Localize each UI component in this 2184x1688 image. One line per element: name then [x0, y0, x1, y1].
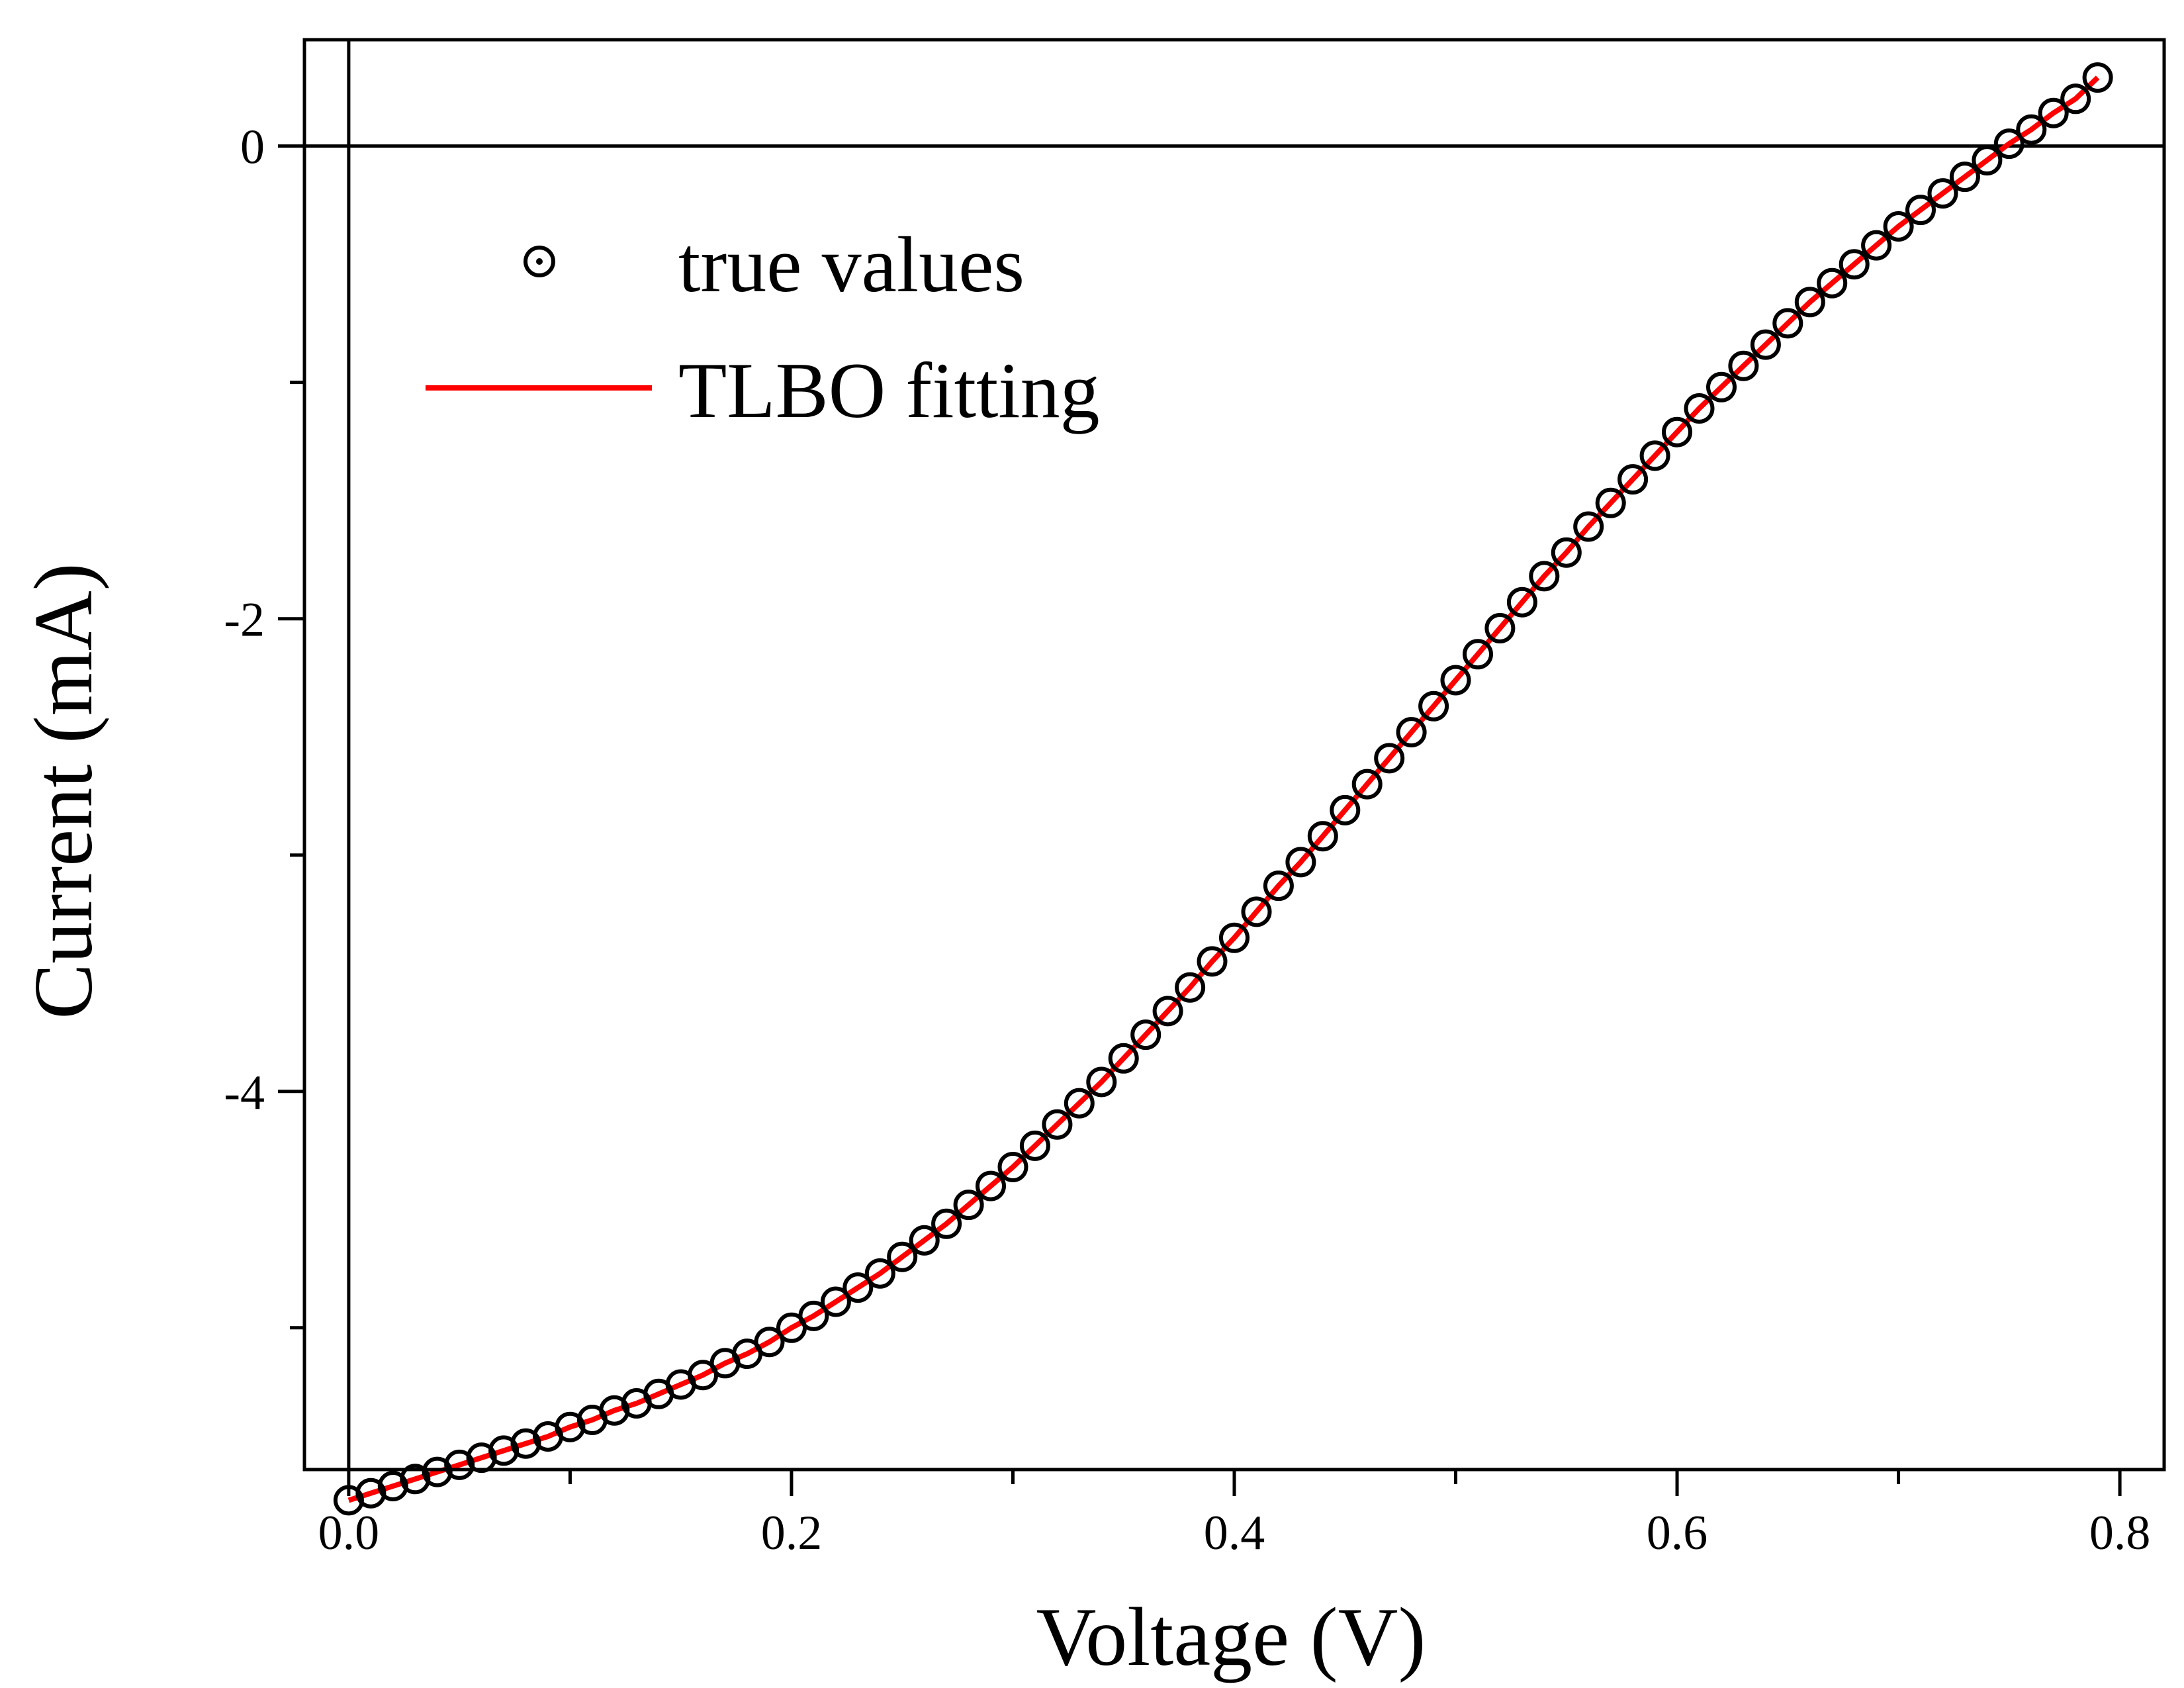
true-value-point	[1529, 561, 1560, 592]
true-value-point	[1949, 162, 1980, 193]
x-tick-label: 0.4	[1204, 1506, 1265, 1560]
true-value-point	[887, 1241, 918, 1272]
true-value-point	[1241, 896, 1272, 927]
x-tick-label: 0.8	[2089, 1506, 2151, 1560]
true-value-point	[1883, 211, 1914, 242]
true-value-point	[1108, 1043, 1139, 1074]
legend-label-true-values: true values	[678, 220, 1024, 308]
legend: true values TLBO fitting	[426, 220, 1100, 434]
true-value-point	[997, 1152, 1028, 1182]
true-value-point	[1927, 178, 1958, 209]
true-value-point	[1728, 350, 1759, 381]
true-value-point	[1175, 972, 1206, 1003]
series-tlbo-fitting	[347, 75, 2100, 1503]
true-value-point	[1595, 487, 1626, 518]
true-value-point	[1839, 249, 1870, 280]
true-value-point	[1706, 371, 1737, 402]
true-value-point	[864, 1258, 895, 1289]
true-value-point	[1463, 639, 1493, 670]
true-value-point	[1551, 537, 1582, 568]
true-value-point	[1042, 1109, 1073, 1140]
true-value-point	[1750, 329, 1781, 360]
true-value-point	[1617, 464, 1649, 495]
plot-frame	[302, 38, 2166, 1472]
true-value-point	[1817, 267, 1848, 299]
legend-entry-true-values: true values	[523, 220, 1024, 308]
x-axis-title: Voltage (V)	[1036, 1591, 1426, 1683]
true-value-point	[754, 1327, 785, 1358]
true-value-point	[1396, 717, 1427, 748]
true-value-point	[1905, 195, 1936, 226]
tick-labels: 0.0 0.2 0.4 0.6 0.80-2-4	[224, 120, 2150, 1560]
true-value-point	[1219, 922, 1250, 953]
y-tick-label: 0	[240, 120, 265, 175]
true-value-point	[1418, 690, 1449, 722]
true-value-point	[1263, 870, 1294, 902]
x-tick-label: 0.2	[761, 1506, 823, 1560]
legend-marker-dot	[536, 258, 543, 265]
true-value-point	[842, 1272, 874, 1303]
reference-lines	[304, 40, 2164, 1470]
y-tick-label: -4	[224, 1066, 265, 1120]
true-value-point	[1861, 230, 1892, 261]
true-value-point	[2016, 114, 2047, 145]
true-value-point	[1307, 821, 1338, 852]
true-value-point	[1684, 393, 1715, 424]
true-value-point	[1130, 1019, 1161, 1051]
true-value-point	[820, 1286, 851, 1317]
true-value-point	[1662, 416, 1692, 447]
true-value-point	[1993, 128, 2025, 160]
true-value-point	[2038, 97, 2069, 128]
true-value-point	[931, 1208, 962, 1239]
true-value-point	[1019, 1130, 1050, 1161]
true-value-point	[1330, 794, 1361, 825]
true-value-point	[1440, 665, 1471, 696]
true-value-point	[1506, 586, 1537, 618]
y-tick-label: -2	[224, 593, 265, 647]
tlbo-fitting-line	[347, 75, 2100, 1503]
true-value-point	[2082, 62, 2113, 93]
legend-entry-tlbo-fitting: TLBO fitting	[426, 346, 1100, 434]
true-value-point	[1794, 287, 1825, 318]
x-tick-label: 0.6	[1647, 1506, 1708, 1560]
true-value-point	[1197, 946, 1228, 977]
true-value-point	[1351, 769, 1383, 800]
true-value-point	[798, 1300, 829, 1331]
true-value-point	[1639, 440, 1670, 471]
true-value-point	[1285, 847, 1316, 878]
legend-label-tlbo-fitting: TLBO fitting	[678, 346, 1100, 434]
true-value-point	[1573, 511, 1604, 542]
true-value-point	[1972, 145, 2003, 176]
y-axis-title: Current (mA)	[18, 563, 110, 1019]
true-value-point	[909, 1225, 940, 1256]
true-value-point	[1484, 613, 1516, 643]
true-value-point	[953, 1190, 984, 1221]
series-true-values	[333, 62, 2113, 1516]
true-value-point	[1772, 308, 1803, 339]
true-value-point	[1374, 743, 1405, 774]
true-value-point	[1086, 1066, 1117, 1098]
true-value-point	[1152, 996, 1183, 1027]
true-value-point	[2060, 83, 2091, 115]
true-value-point	[976, 1170, 1006, 1201]
true-value-point	[1064, 1088, 1095, 1119]
axis-ticks	[278, 144, 2122, 1496]
